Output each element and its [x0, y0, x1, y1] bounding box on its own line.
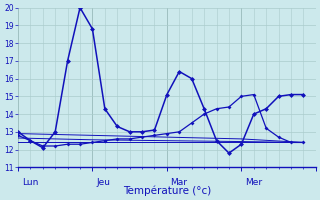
Text: Jeu: Jeu [96, 178, 110, 187]
X-axis label: Température (°c): Température (°c) [123, 185, 211, 196]
Text: Mer: Mer [245, 178, 262, 187]
Text: Lun: Lun [22, 178, 38, 187]
Text: Mar: Mar [171, 178, 188, 187]
